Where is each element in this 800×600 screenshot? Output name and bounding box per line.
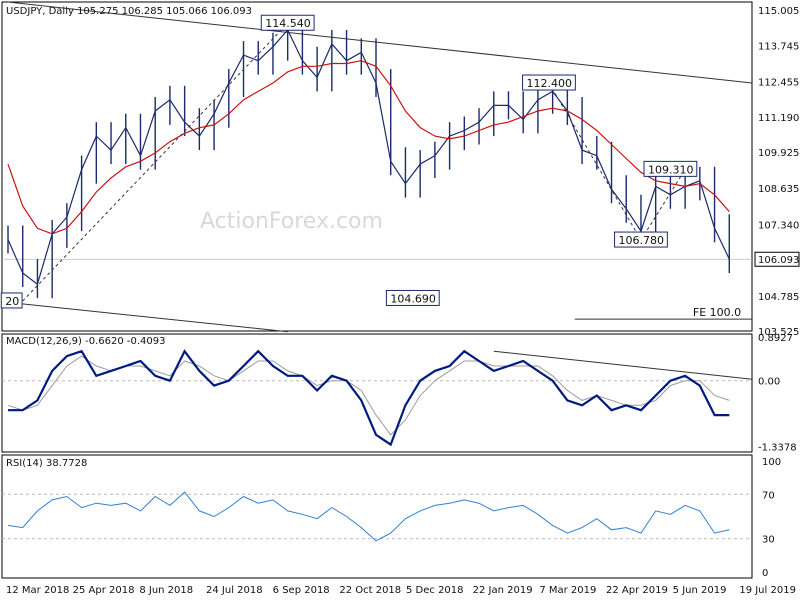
x-tick-label: 25 Apr 2018 [73,585,135,596]
price-tick-label: 115.005 [758,6,799,17]
rsi-panel-title: RSI(14) 38.7728 [6,458,87,469]
x-tick-label: 22 Oct 2018 [339,585,401,596]
moving-average-line [7,60,730,235]
price-panel-frame [1,1,753,332]
macd-tick-label: 0.00 [758,377,780,388]
macd-tick-label: -1.3378 [758,442,797,453]
price-close-line [7,28,730,286]
x-tick-label: 5 Dec 2018 [406,585,464,596]
price-tick-label: 109.925 [758,148,799,159]
upper-channel-line [7,1,753,84]
rsi-tick-label: 0 [762,568,768,579]
price-level-label: 106.780 [619,234,665,247]
watermark: ActionForex.com [200,209,383,234]
x-tick-label: 5 Jun 2019 [673,585,727,596]
price-level-label: 109.310 [648,163,694,176]
projection-line [22,22,289,302]
projection-line [640,169,686,241]
price-level-box [385,289,440,306]
price-panel-title: USDJPY, Daily 105.275 106.285 105.066 10… [6,6,252,17]
price-level-box [260,14,315,31]
x-tick-label: 6 Sep 2018 [273,585,330,596]
price-level-label: 20 [5,295,19,308]
x-tick-label: 22 Jan 2019 [473,585,533,596]
price-tick-label: 113.745 [758,41,799,52]
price-tick-label: 104.785 [758,292,799,303]
fe-label: FE 100.0 [693,306,741,319]
current-price-label: 106.093 [758,255,799,266]
price-tick-label: 103.525 [758,327,799,338]
x-tick-label: 19 Jul 2019 [739,585,796,596]
x-tick-label: 12 Mar 2018 [6,585,69,596]
rsi-line [7,491,730,542]
x-tick-label: 8 Jun 2018 [139,585,193,596]
rsi-tick-label: 70 [762,490,775,501]
price-level-label: 104.690 [390,292,436,305]
rsi-tick-label: 100 [762,457,781,468]
x-tick-label: 24 Jul 2018 [206,585,263,596]
projection-line [548,82,642,241]
price-level-box [643,160,698,177]
rsi-panel-frame [1,454,753,579]
price-level-label: 114.540 [265,17,311,30]
lower-channel-line [7,301,288,333]
macd-tick-label: 0.8927 [758,333,793,344]
macd-trend-line [493,350,753,380]
price-level-box [614,231,668,248]
x-tick-label: 7 Mar 2019 [539,585,596,596]
price-level-box [522,74,576,91]
macd-panel-frame [1,333,753,453]
current-price-box [754,251,800,267]
macd-signal-line [7,355,730,436]
macd-panel-title: MACD(12,26,9) -0.6620 -0.4093 [6,336,166,347]
rsi-tick-label: 30 [762,535,775,546]
price-level-box [0,292,23,309]
price-tick-label: 111.190 [758,113,799,124]
price-tick-label: 112.455 [758,77,799,88]
price-level-label: 112.400 [527,77,573,90]
x-tick-label: 22 Apr 2019 [606,585,668,596]
price-tick-label: 107.340 [758,220,799,231]
macd-line [8,349,730,447]
price-tick-label: 108.635 [758,184,799,195]
